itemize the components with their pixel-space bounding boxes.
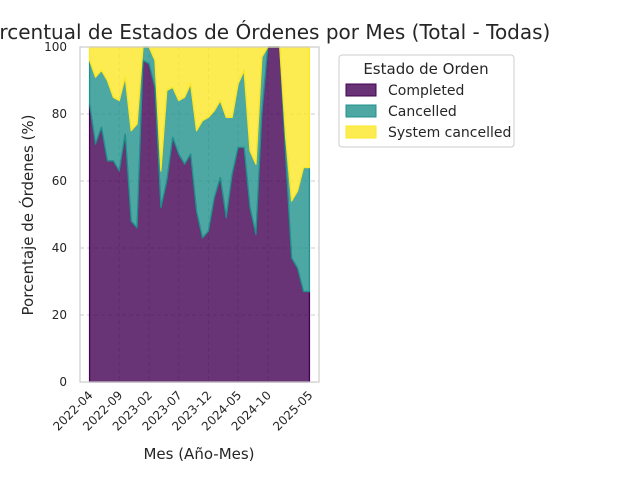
legend-swatch-cancelled (345, 104, 377, 118)
legend-swatch-completed (345, 83, 377, 97)
y-tick-label: 80 (52, 107, 67, 121)
x-axis-label: Mes (Año-Mes) (143, 445, 254, 463)
plot-area: 0 20 40 60 80 100 2022-042022-092023-022023-0… (44, 40, 320, 434)
legend-label-completed: Completed (388, 83, 464, 99)
legend-title: Estado de Orden (363, 60, 488, 78)
legend-label-system-cancelled: System cancelled (388, 125, 511, 141)
chart-title: Distribución Porcentual de Estados de Ór… (0, 20, 550, 44)
plot-frame (79, 46, 320, 383)
y-axis-ticks: 0 20 40 60 80 100 (44, 40, 67, 389)
stacked-areas (88, 46, 311, 383)
x-axis-ticks: 2022-042022-092023-022023-072023-122024-… (50, 388, 315, 433)
y-axis-label: Porcentaje de Órdenes (%) (18, 115, 37, 316)
legend-frame (338, 54, 515, 148)
legend: Estado de Orden Completed Cancelled System… (338, 54, 515, 148)
x-tick-label: 2025-05 (270, 388, 315, 433)
y-tick-label: 100 (44, 40, 67, 54)
legend-label-cancelled: Cancelled (388, 104, 457, 120)
legend-swatch-system-cancelled (345, 125, 377, 139)
y-tick-label: 20 (52, 308, 67, 322)
y-tick-label: 40 (52, 241, 67, 255)
legend-items: Completed Cancelled System cancelled (345, 83, 511, 141)
y-tick-label: 0 (59, 375, 67, 389)
y-tick-label: 60 (52, 174, 67, 188)
